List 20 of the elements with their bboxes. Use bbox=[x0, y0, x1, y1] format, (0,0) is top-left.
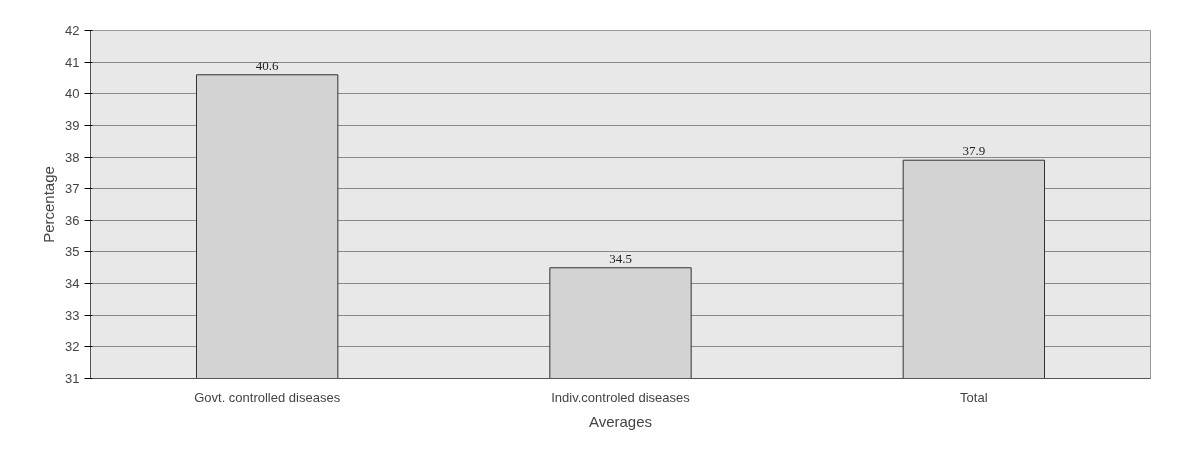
data-label: 34.5 bbox=[609, 250, 632, 266]
x-tick-label: Govt. controlled diseases bbox=[194, 389, 341, 405]
y-tick-label: 37 bbox=[65, 181, 80, 197]
y-tick-label: 33 bbox=[65, 307, 80, 323]
y-tick-label: 41 bbox=[65, 54, 80, 70]
y-tick-label: 36 bbox=[65, 212, 80, 228]
x-tick-label: Indiv.controled diseases bbox=[551, 389, 691, 405]
y-tick-label: 38 bbox=[65, 149, 80, 165]
y-tick-label: 35 bbox=[65, 244, 80, 260]
x-axis-title: Averages bbox=[588, 412, 653, 430]
y-tick-label: 39 bbox=[65, 117, 80, 133]
y-tick-label: 34 bbox=[65, 276, 80, 292]
y-tick-label: 40 bbox=[65, 86, 80, 102]
x-tick-label: Total bbox=[960, 389, 988, 405]
y-tick-label: 42 bbox=[65, 23, 80, 38]
y-tick-label: 31 bbox=[65, 371, 80, 386]
data-label: 37.9 bbox=[962, 143, 986, 159]
y-axis-title: Percentage bbox=[40, 166, 58, 243]
data-label: 40.6 bbox=[255, 57, 280, 73]
y-tick-label: 32 bbox=[65, 339, 80, 355]
